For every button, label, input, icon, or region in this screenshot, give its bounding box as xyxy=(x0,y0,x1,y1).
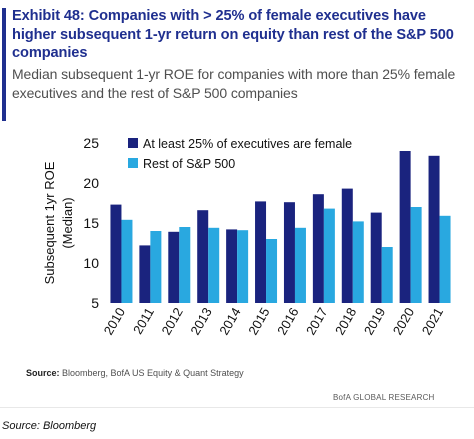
source-note: Source: Bloomberg, BofA US Equity & Quan… xyxy=(26,368,244,378)
x-tick-label: 2011 xyxy=(130,305,157,337)
y-tick-label: 20 xyxy=(83,175,99,191)
bar-female-exec xyxy=(197,210,209,303)
x-tick-label: 2018 xyxy=(332,305,359,338)
legend-swatch xyxy=(128,138,138,148)
y-tick-label: 15 xyxy=(83,215,99,231)
bar-female-exec xyxy=(312,194,324,303)
x-tick-label: 2020 xyxy=(390,305,417,338)
bar-rest-sp500 xyxy=(208,227,220,303)
divider xyxy=(0,407,474,408)
bar-rest-sp500 xyxy=(237,230,249,303)
bar-female-exec xyxy=(428,155,440,303)
bar-female-exec xyxy=(370,212,382,303)
exhibit-accent-bar xyxy=(2,8,6,121)
bar-female-exec xyxy=(283,202,295,303)
bars xyxy=(110,151,451,303)
bar-female-exec xyxy=(399,151,411,303)
footer-caption: Source: Bloomberg xyxy=(2,420,97,432)
bar-female-exec xyxy=(255,201,267,303)
x-tick-label: 2014 xyxy=(216,305,243,338)
y-tick-label: 25 xyxy=(83,135,99,151)
bar-female-exec xyxy=(139,245,151,303)
x-tick-label: 2021 xyxy=(419,305,446,338)
bar-rest-sp500 xyxy=(381,247,393,303)
bar-rest-sp500 xyxy=(323,208,335,303)
x-tick-label: 2016 xyxy=(274,305,301,338)
bar-female-exec xyxy=(226,229,238,303)
y-axis-label-line: (Median) xyxy=(60,197,75,248)
chart-subtitle: Median subsequent 1-yr ROE for companies… xyxy=(12,66,456,101)
x-axis-ticks: 2010 2011 2012 2013 2014 2015 2016 2017 2018 2019… xyxy=(101,305,447,338)
bar-rest-sp500 xyxy=(294,227,306,303)
bar-rest-sp500 xyxy=(121,219,133,303)
y-tick-label: 5 xyxy=(91,295,99,311)
bar-rest-sp500 xyxy=(150,231,162,303)
bar-female-exec xyxy=(341,188,353,303)
x-tick-label: 2012 xyxy=(158,305,185,338)
bar-female-exec xyxy=(168,231,180,303)
legend-label: Rest of S&P 500 xyxy=(143,157,235,171)
y-axis-ticks: 5 10 15 20 25 xyxy=(83,135,99,311)
y-tick-label: 10 xyxy=(83,255,99,271)
legend-swatch xyxy=(128,158,138,168)
bar-chart: Subsequent 1yr ROE (Median) 5 10 15 20 25 201… xyxy=(42,135,451,338)
x-tick-label: 2019 xyxy=(361,305,388,338)
x-tick-label: 2013 xyxy=(187,305,214,338)
source-label: Source: xyxy=(26,368,60,378)
y-axis-label: Subsequent 1yr ROE (Median) xyxy=(42,161,75,284)
bar-rest-sp500 xyxy=(439,215,451,303)
bar-rest-sp500 xyxy=(179,227,191,303)
x-tick-label: 2010 xyxy=(101,305,128,338)
legend-label: At least 25% of executives are female xyxy=(143,137,352,151)
bar-rest-sp500 xyxy=(352,221,364,303)
bar-female-exec xyxy=(110,204,122,303)
chart-title: Exhibit 48: Companies with > 25% of fema… xyxy=(12,8,454,61)
bar-rest-sp500 xyxy=(266,239,278,303)
x-tick-label: 2015 xyxy=(245,305,272,338)
legend: At least 25% of executives are female Res… xyxy=(128,137,352,171)
y-axis-label-line: Subsequent 1yr ROE xyxy=(42,161,57,284)
brand-mark: BofA GLOBAL RESEARCH xyxy=(333,393,435,402)
source-text: Bloomberg, BofA US Equity & Quant Strate… xyxy=(59,368,244,378)
bar-rest-sp500 xyxy=(410,207,422,303)
x-tick-label: 2017 xyxy=(303,305,330,338)
